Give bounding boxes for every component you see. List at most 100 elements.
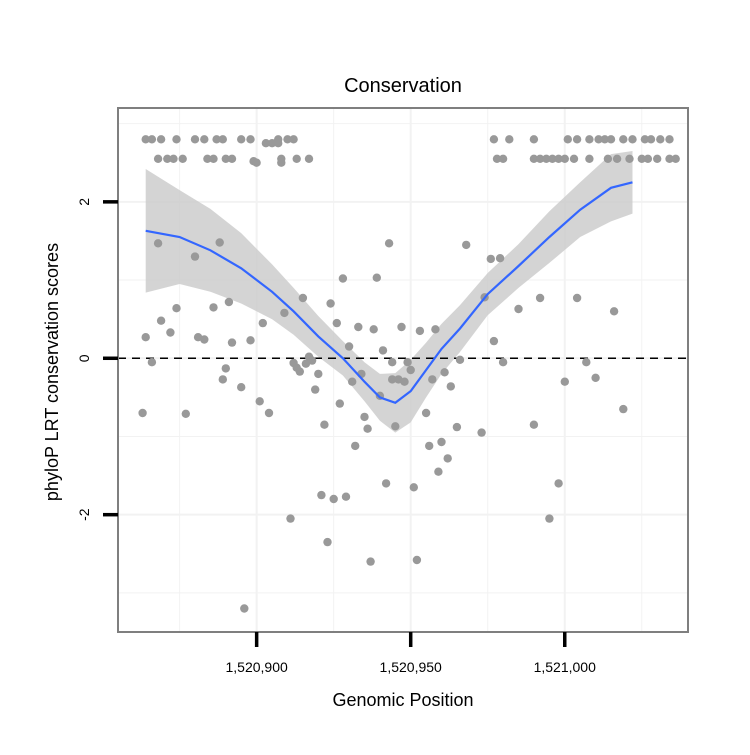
data-point xyxy=(412,555,422,565)
data-point xyxy=(317,490,326,500)
plot-border xyxy=(117,107,689,633)
data-point xyxy=(166,328,175,337)
data-point xyxy=(505,135,514,144)
data-point xyxy=(264,408,274,418)
data-point xyxy=(227,154,237,163)
trend-line xyxy=(145,181,633,405)
data-point xyxy=(569,154,579,163)
data-point xyxy=(311,385,320,394)
data-point xyxy=(304,154,314,163)
x-axis-label: Genomic Position xyxy=(332,690,473,710)
data-point xyxy=(252,158,261,167)
data-point xyxy=(548,154,557,163)
data-point xyxy=(178,154,187,163)
y-axis-label: phyloP LRT conservation scores xyxy=(42,243,62,501)
data-point xyxy=(563,135,572,144)
data-point xyxy=(477,428,486,437)
y-tick-label: -2 xyxy=(76,508,92,521)
data-point xyxy=(560,154,569,163)
data-point xyxy=(209,154,218,163)
data-point xyxy=(434,467,443,476)
data-point xyxy=(403,358,412,367)
data-point xyxy=(378,346,388,355)
data-point xyxy=(255,397,264,406)
data-point xyxy=(274,139,283,148)
data-point xyxy=(640,135,650,144)
data-point xyxy=(218,375,227,384)
data-point xyxy=(388,375,397,384)
data-point xyxy=(215,238,224,247)
data-point xyxy=(212,135,221,144)
data-point xyxy=(172,135,181,144)
data-point xyxy=(431,325,440,334)
data-point xyxy=(529,135,539,144)
data-point xyxy=(181,409,190,418)
data-point xyxy=(425,441,434,451)
data-point xyxy=(147,135,157,144)
data-point xyxy=(440,368,449,377)
data-point xyxy=(619,404,628,414)
data-point xyxy=(286,514,295,523)
data-point xyxy=(572,293,582,303)
data-point xyxy=(619,135,628,144)
data-point xyxy=(240,604,249,613)
data-point xyxy=(489,336,499,346)
data-point xyxy=(190,252,200,261)
data-point xyxy=(572,135,582,144)
data-point xyxy=(221,364,230,373)
data-point xyxy=(267,139,277,148)
data-point xyxy=(381,479,391,488)
data-point xyxy=(455,355,465,364)
data-point xyxy=(665,135,674,144)
data-point xyxy=(585,154,594,163)
data-point xyxy=(237,135,246,144)
data-point xyxy=(372,273,381,282)
data-point xyxy=(421,408,431,418)
data-point xyxy=(283,135,292,144)
data-point xyxy=(452,422,462,432)
data-point xyxy=(295,367,304,376)
data-point xyxy=(341,492,351,501)
data-point xyxy=(643,154,653,163)
data-point xyxy=(409,483,418,492)
data-point xyxy=(446,382,455,391)
data-point xyxy=(646,135,656,144)
data-point xyxy=(277,158,286,167)
data-point xyxy=(665,154,674,163)
data-point xyxy=(298,293,308,303)
data-point xyxy=(366,557,375,566)
data-point xyxy=(172,304,181,313)
data-point xyxy=(397,322,406,332)
data-point xyxy=(237,383,246,392)
data-point xyxy=(261,139,271,148)
data-point xyxy=(280,308,289,318)
chart-title: Conservation xyxy=(344,75,462,97)
data-point xyxy=(203,154,212,163)
data-point xyxy=(246,336,255,345)
data-point xyxy=(141,135,150,144)
data-point xyxy=(200,135,209,144)
data-point xyxy=(348,377,357,386)
data-point xyxy=(307,356,317,365)
data-point xyxy=(554,479,563,488)
data-point xyxy=(224,297,234,307)
data-point xyxy=(289,135,298,144)
data-point xyxy=(498,358,508,367)
data-point xyxy=(612,154,622,163)
data-point xyxy=(153,154,163,163)
data-point xyxy=(344,342,354,351)
data-point xyxy=(354,322,363,332)
data-point xyxy=(489,135,499,144)
plot-layer: 1,520,900 1,520,950 1,521,000 -2 0 2 xyxy=(76,107,689,675)
data-point xyxy=(600,135,609,144)
data-point xyxy=(671,154,680,163)
data-point xyxy=(535,293,545,303)
data-point xyxy=(360,412,369,422)
data-point xyxy=(138,408,147,418)
data-point xyxy=(400,377,409,386)
data-point xyxy=(656,135,665,144)
data-point xyxy=(437,437,446,447)
data-point xyxy=(163,154,172,163)
